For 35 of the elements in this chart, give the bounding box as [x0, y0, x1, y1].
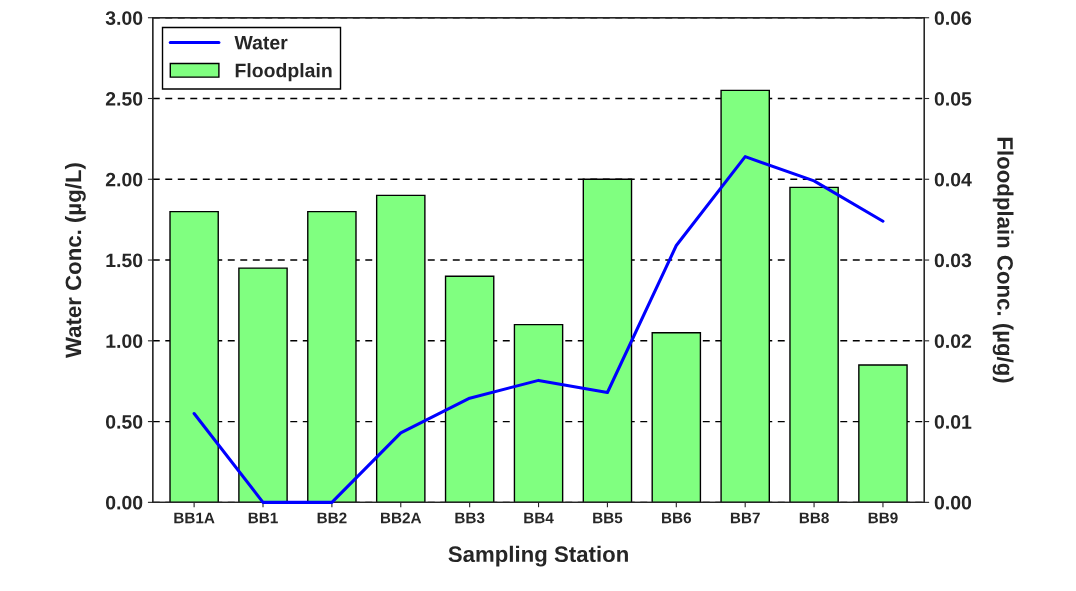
y2-tick-label: 0.00: [934, 495, 972, 510]
y2-axis-title: Floodplain Conc. (µg/g): [992, 137, 1014, 383]
y2-tick-label: 0.06: [934, 11, 972, 25]
y-tick-label: 2.00: [105, 172, 143, 187]
y-tick-label: 1.50: [106, 253, 143, 268]
line-series: [192, 155, 885, 504]
x-tick-label: BB2: [317, 512, 347, 524]
y-tick-label: 3.00: [105, 11, 143, 25]
bar: [375, 194, 426, 503]
legend-label: Water: [234, 35, 288, 50]
y-tick-label: 0.00: [106, 495, 143, 510]
y2-tick-label: 0.04: [934, 172, 972, 187]
y2-tick-label: 0.05: [934, 91, 972, 106]
y-tick-label: 2.50: [105, 91, 143, 106]
y2-tick-label: 0.01: [934, 415, 972, 429]
x-tick-label: BB6: [662, 512, 692, 524]
x-tick-label: BB4: [524, 512, 554, 524]
legend-label: Floodplain: [235, 63, 332, 82]
x-tick-label: BB8: [799, 512, 829, 524]
y-tick-label: 0.50: [106, 415, 143, 429]
x-tick-label: BB9: [868, 512, 898, 524]
y-axis-title: Water Conc. (µg/L): [64, 163, 86, 358]
y2-tick-label: 0.03: [934, 253, 972, 268]
x-axis-title: Sampling Station: [448, 545, 628, 567]
bar: [651, 332, 702, 503]
bar: [238, 267, 288, 503]
x-tick-label: BB2A: [381, 512, 422, 524]
x-tick-label: BB7: [730, 512, 760, 524]
y-tick-label: 1.00: [106, 334, 143, 349]
x-tick-label: BB3: [455, 512, 485, 524]
x-tick-label: BB5: [593, 512, 623, 524]
bar: [513, 323, 564, 503]
y2-tick-label: 0.02: [934, 334, 972, 349]
x-tick-label: BB1: [248, 512, 278, 524]
x-tick-label: BB1A: [174, 512, 215, 524]
